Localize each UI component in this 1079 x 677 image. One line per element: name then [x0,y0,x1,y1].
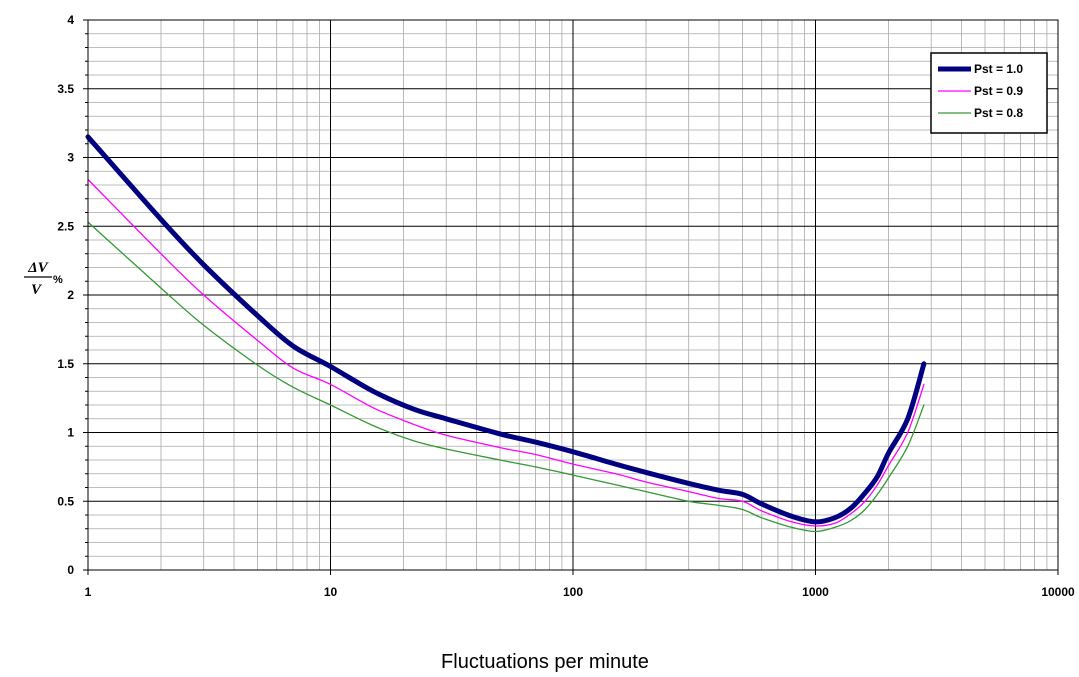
y-axis-ticks: 0 0.5 1 1.5 2 2.5 3 3.5 4 [57,13,88,577]
x-axis-ticks: 1 10 100 1000 10000 [85,570,1075,599]
y-tick-label: 3 [67,151,74,165]
x-tick-label: 10000 [1041,585,1075,599]
x-tick-label: 10 [324,585,338,599]
y-tick-label: 1.5 [57,357,74,371]
legend: Pst = 1.0 Pst = 0.9 Pst = 0.8 [930,52,1048,134]
series-line-2 [87,178,925,527]
x-tick-label: 100 [563,585,583,599]
legend-label-2: Pst = 0.9 [974,84,1023,98]
y-tick-label: 3.5 [57,82,74,96]
y-tick-label: 0.5 [57,494,74,508]
x-tick-label: 1000 [802,585,829,599]
y-tick-label: 1 [67,426,74,440]
y-tick-label: 4 [67,13,74,27]
y-tick-label: 2 [67,288,74,302]
y-axis-label: ΔV V % [24,260,63,298]
legend-box [930,52,1048,134]
legend-label-1: Pst = 1.0 [974,62,1023,76]
series-line-3 [87,221,925,533]
legend-label-3: Pst = 0.8 [974,106,1023,120]
plot-area-frame [87,19,1059,571]
y-tick-label: 2.5 [57,219,74,233]
y-axis-label-numerator: ΔV [27,260,49,276]
x-axis-label: Fluctuations per minute [441,651,649,673]
y-tick-label: 0 [67,563,74,577]
series-lines [85,134,927,533]
x-tick-label: 1 [85,585,92,599]
series-line-1 [85,134,927,525]
y-axis-label-unit: % [53,274,63,286]
y-axis-label-denominator: V [31,282,43,298]
